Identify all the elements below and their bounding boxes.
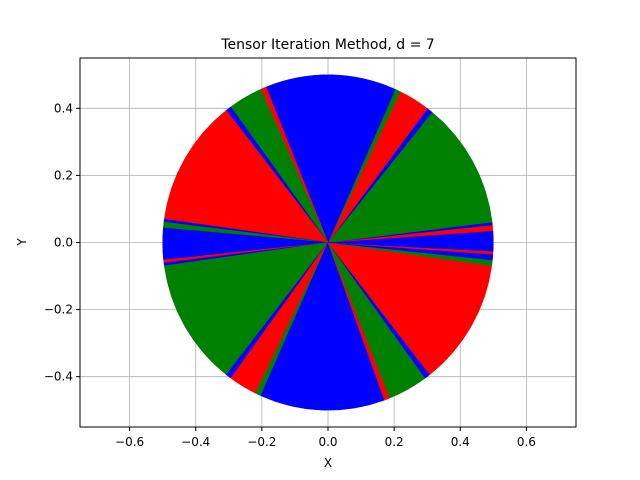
x-axis-label: X: [324, 456, 332, 470]
x-tick-label: 0.6: [517, 435, 536, 449]
y-tick-label: −0.2: [44, 303, 73, 317]
x-tick-label: −0.4: [181, 435, 210, 449]
pie-slice-blue: [327, 242, 494, 252]
y-tick-label: 0.4: [54, 101, 73, 115]
chart-title: Tensor Iteration Method, d = 7: [220, 37, 434, 53]
y-tick-label: 0.2: [54, 168, 73, 182]
x-tick-label: 0.0: [318, 435, 337, 449]
x-tick-label: 0.2: [385, 435, 404, 449]
x-tick-label: −0.2: [247, 435, 276, 449]
x-axis-ticks: −0.6 −0.4 −0.2 0.0 0.2 0.4 0.6: [115, 427, 536, 449]
y-axis-label: Y: [15, 238, 29, 247]
x-tick-label: −0.6: [115, 435, 144, 449]
pie-slice-blue: [265, 74, 396, 244]
y-tick-label: 0.0: [54, 236, 73, 250]
pie-slice-green: [163, 242, 329, 376]
pie-slice-green: [327, 111, 493, 243]
x-tick-label: 0.4: [451, 435, 470, 449]
pie-slice-red: [163, 109, 329, 243]
y-tick-label: −0.4: [44, 370, 73, 384]
pie-slice-blue: [260, 241, 385, 411]
y-axis-ticks: −0.4 −0.2 0.0 0.2 0.4: [44, 101, 80, 384]
pie-slices: [162, 74, 494, 411]
pie-slice-red: [327, 242, 493, 376]
